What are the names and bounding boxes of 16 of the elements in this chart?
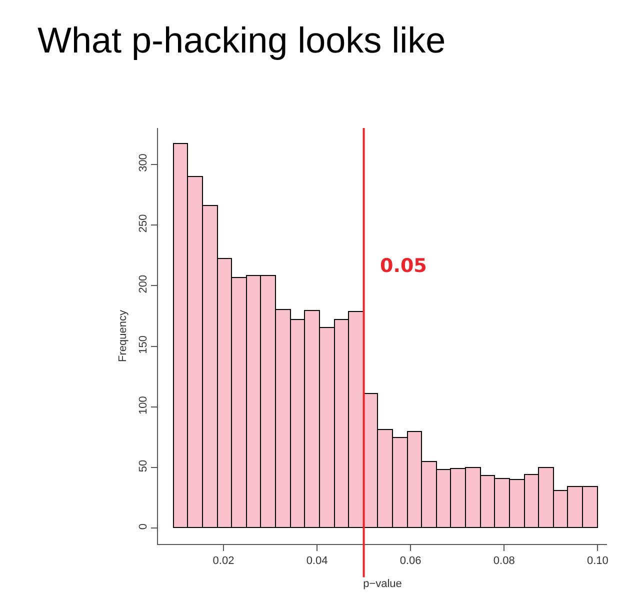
- x-tick-label: 0.08: [493, 555, 515, 568]
- x-tick-label: 0.02: [212, 555, 234, 568]
- y-axis-title: Frequency: [117, 310, 129, 362]
- y-tick-label: 0: [138, 524, 150, 530]
- y-tick-label: 150: [138, 335, 150, 354]
- chart-title: What p-hacking looks like: [38, 20, 446, 61]
- y-tick-label: 50: [138, 460, 150, 472]
- y-tick-label: 300: [138, 154, 150, 172]
- y-tick-label: 250: [138, 214, 150, 233]
- y-tick-label: 200: [138, 274, 150, 294]
- ref-line-label: 0.05: [380, 255, 427, 277]
- x-axis-title: p−value: [363, 578, 402, 590]
- x-tick-label: 0.10: [586, 555, 608, 568]
- y-tick-label: 100: [138, 396, 150, 414]
- x-tick-label: 0.04: [306, 555, 328, 568]
- x-tick-label: 0.06: [400, 555, 422, 568]
